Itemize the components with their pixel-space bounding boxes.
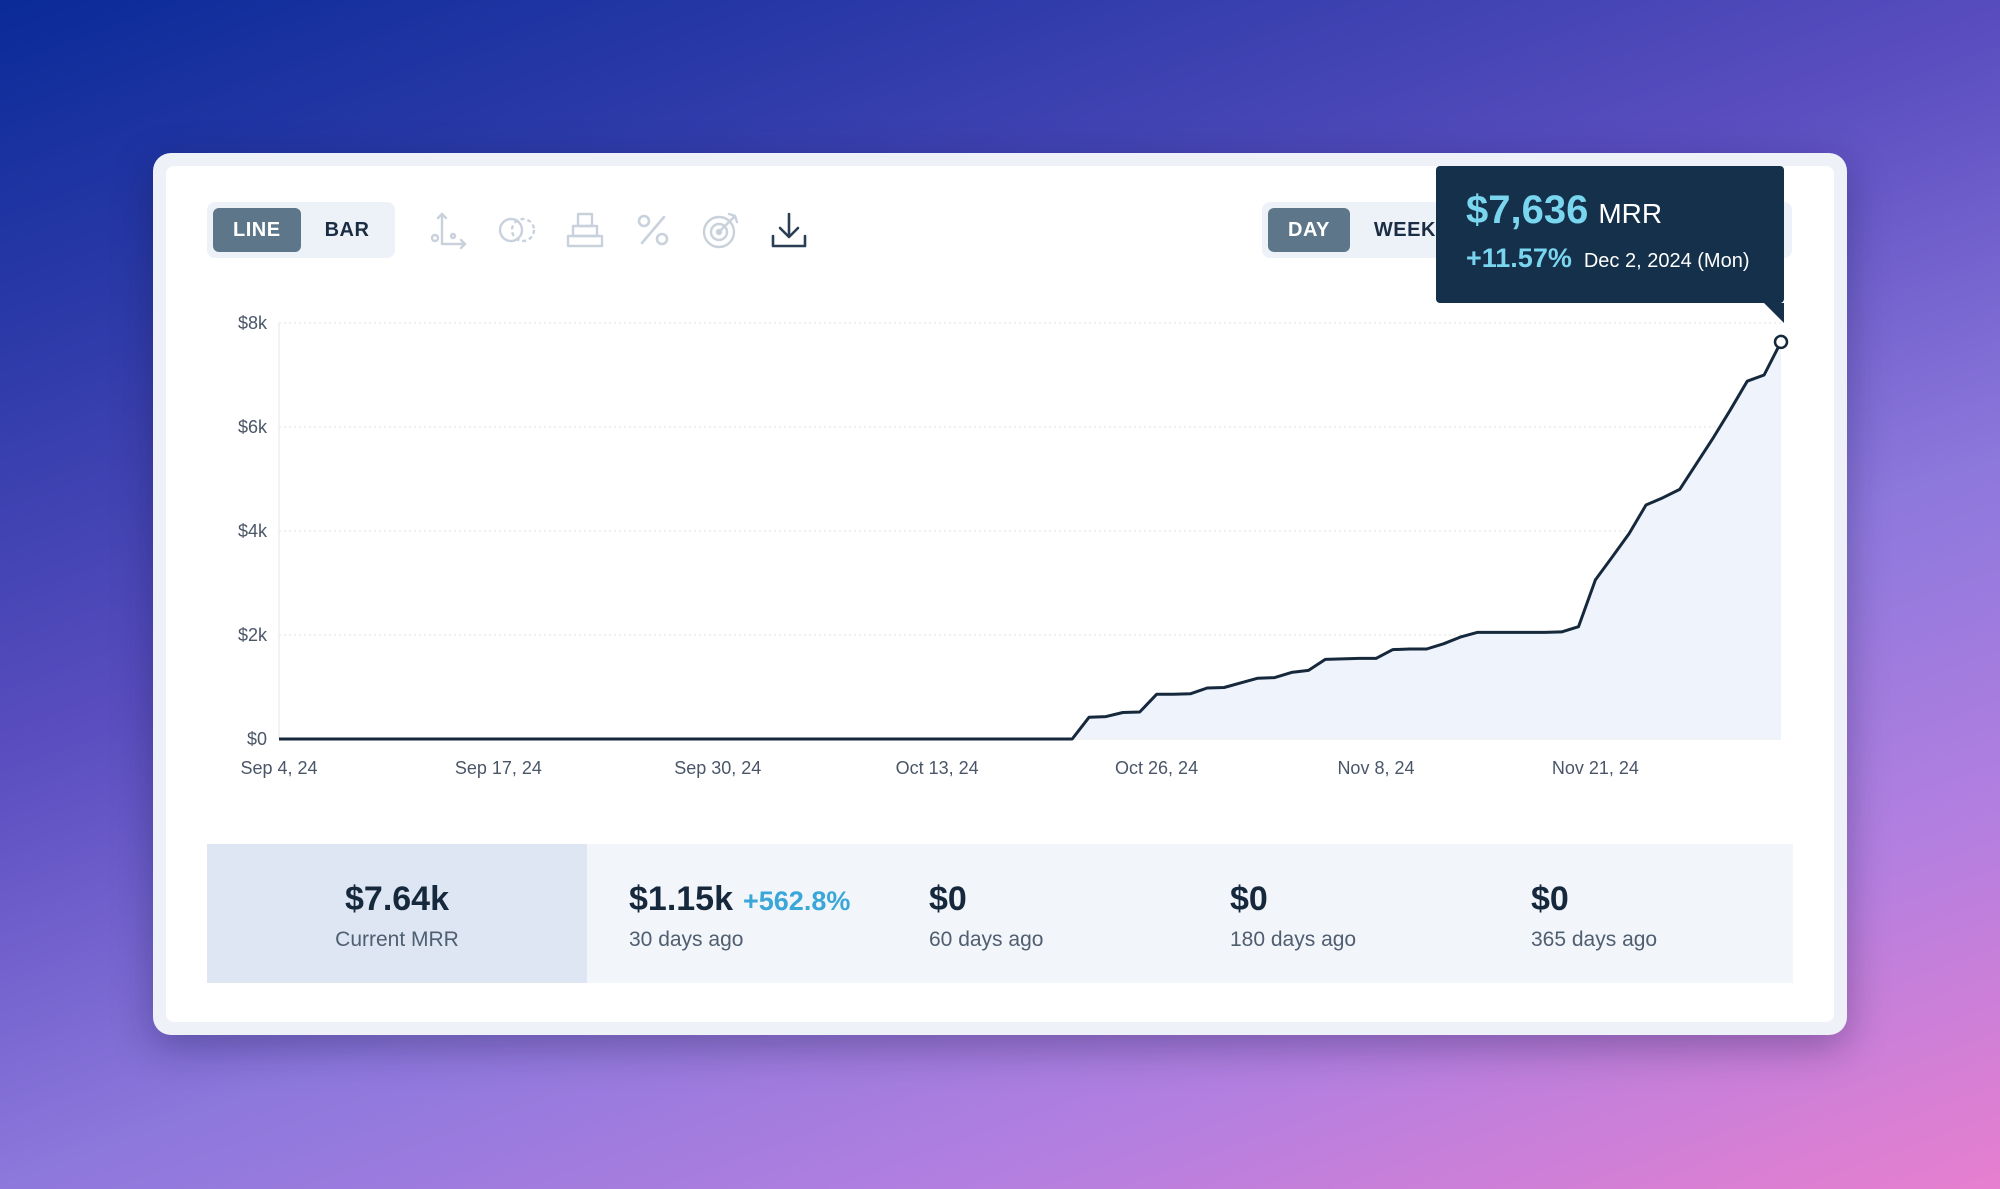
hover-marker (1773, 334, 1789, 350)
tooltip-metric: MRR (1598, 198, 1663, 229)
goal-target-icon[interactable] (695, 204, 747, 256)
chart-card: LINE BAR (153, 153, 1847, 1035)
y-tick-label: $0 (247, 729, 267, 749)
x-tick-label: Nov 8, 24 (1337, 758, 1414, 778)
x-tick-label: Sep 17, 24 (455, 758, 542, 778)
y-tick-label: $2k (238, 625, 268, 645)
line-path (279, 341, 1783, 741)
stat-current-mrr: $7.64k Current MRR (207, 844, 587, 983)
stat-label: 30 days ago (629, 928, 744, 951)
stack-icon[interactable] (559, 204, 611, 256)
hover-point (1773, 334, 1789, 350)
stat-value: $7.64k (345, 880, 449, 918)
stat-label: 60 days ago (929, 928, 1044, 951)
y-tick-label: $6k (238, 417, 268, 437)
chart-type-toggle: LINE BAR (207, 202, 396, 258)
stat-label: 180 days ago (1230, 928, 1357, 951)
tooltip-date: Dec 2, 2024 (Mon) (1583, 250, 1750, 272)
series-line (279, 341, 1783, 741)
stat-value: $0 (929, 880, 967, 918)
area-path (279, 341, 1781, 739)
x-tick-label: Nov 21, 24 (1552, 758, 1639, 778)
mrr-stats: $7.64k Current MRR $1.15k +562.8% 30 days… (207, 844, 1793, 983)
week-interval-button[interactable]: WEEK (1373, 218, 1436, 241)
y-tick-label: $8k (238, 313, 268, 333)
x-axis: Sep 4, 24 Sep 17, 24 Sep 30, 24 Oct 13, 24 O… (240, 758, 1638, 778)
stat-30-days: $1.15k +562.8% 30 days ago (587, 844, 887, 983)
bar-chart-button[interactable]: BAR (324, 218, 370, 241)
stat-label: Current MRR (335, 928, 459, 951)
stat-value: $0 (1230, 880, 1268, 918)
y-tick-label: $4k (238, 521, 268, 541)
chart-tooltip: $7,636 MRR +11.57% Dec 2, 2024 (Mon) (1436, 166, 1784, 323)
x-tick-label: Sep 4, 24 (240, 758, 317, 778)
y-axis: $0 $2k $4k $6k $8k (238, 313, 268, 749)
download-icon[interactable] (763, 204, 815, 256)
stat-value-text: $1.15k (629, 880, 733, 918)
x-tick-label: Oct 13, 24 (896, 758, 979, 778)
chart-card-inner: LINE BAR (166, 166, 1834, 1022)
stat-180-days: $0 180 days ago (1188, 844, 1489, 983)
compare-icon[interactable] (491, 204, 543, 256)
stat-value: $1.15k +562.8% (629, 880, 850, 919)
stat-365-days: $0 365 days ago (1489, 844, 1793, 983)
stat-60-days: $0 60 days ago (887, 844, 1188, 983)
chart-tools (423, 202, 815, 258)
mrr-line-chart[interactable]: $0 $2k $4k $6k $8k Sep 4, 24 Sep 17, 24 Sep 30… (166, 166, 1834, 806)
x-tick-label: Oct 26, 24 (1115, 758, 1198, 778)
stat-label: 365 days ago (1531, 928, 1658, 951)
tooltip-value: $7,636 (1466, 188, 1589, 232)
line-chart-button[interactable]: LINE (213, 208, 301, 252)
tooltip-change: +11.57% (1466, 243, 1572, 273)
x-tick-label: Sep 30, 24 (674, 758, 761, 778)
axis-icon[interactable] (423, 204, 475, 256)
day-interval-button[interactable]: DAY (1268, 208, 1350, 252)
stat-change: +562.8% (743, 886, 851, 916)
stat-value: $0 (1531, 880, 1569, 918)
percent-icon[interactable] (627, 204, 679, 256)
area-fill (279, 341, 1781, 739)
